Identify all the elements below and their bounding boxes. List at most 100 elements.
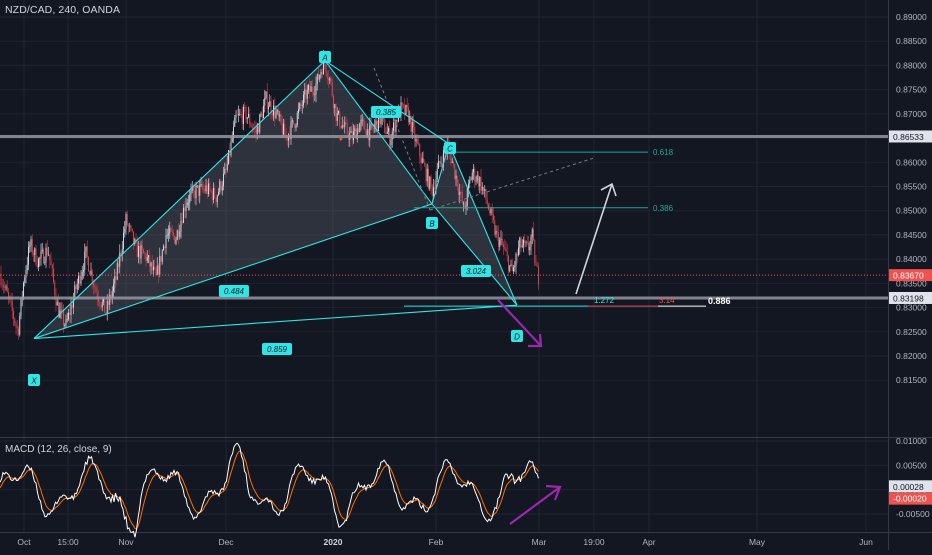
candle-body — [508, 255, 509, 272]
candle-body — [89, 271, 91, 275]
candle-body — [458, 187, 459, 195]
candle-body — [63, 310, 64, 326]
candle-body — [326, 73, 328, 79]
x-tick-label: Jun — [859, 537, 873, 547]
candle-body — [23, 282, 24, 297]
candle-body — [196, 185, 198, 187]
candle-body — [410, 116, 412, 132]
y-tick-label: 0.87000 — [896, 109, 927, 119]
candle-body — [280, 114, 282, 124]
candle-body — [81, 271, 83, 277]
candle-body — [211, 191, 213, 200]
candle-body — [110, 294, 112, 299]
price-badge: 0.83198 — [889, 291, 932, 304]
candle-body — [526, 241, 528, 243]
candle-body — [124, 228, 126, 233]
candle-body — [419, 144, 421, 157]
candle-body — [295, 125, 297, 129]
macd-title: MACD (12, 26, close, 9) — [5, 444, 112, 455]
candle-body — [119, 252, 121, 267]
down-arrow-shaft — [497, 299, 542, 347]
candle-body — [161, 250, 163, 262]
candle-body — [210, 189, 212, 192]
candle-body — [243, 106, 244, 124]
candle-body — [304, 89, 306, 95]
candle-body — [176, 230, 178, 240]
candle-body — [323, 56, 324, 75]
candle-body — [53, 268, 54, 282]
ratio-badge-bg — [461, 265, 491, 277]
candle-body — [6, 286, 8, 293]
candle-body — [151, 262, 153, 271]
candle-body — [521, 245, 523, 248]
candle-body — [486, 199, 488, 205]
candle-body — [424, 162, 426, 166]
candle-body — [506, 251, 508, 256]
candle-body — [330, 78, 332, 83]
candle-body — [388, 128, 389, 132]
candle-body — [405, 104, 407, 115]
candle-body — [206, 185, 208, 194]
y-tick-label: 0.83500 — [896, 278, 927, 288]
candle-body — [463, 202, 464, 204]
candle-body — [279, 114, 281, 117]
candle-body — [74, 285, 76, 298]
candle-body — [358, 128, 359, 133]
candle-body — [84, 251, 86, 270]
candle-body — [440, 162, 442, 164]
candle-body — [79, 275, 81, 284]
candle-body — [483, 186, 484, 192]
candle-body — [421, 158, 423, 163]
candle-body — [61, 309, 63, 311]
macd-lines — [0, 442, 539, 538]
candle-body — [390, 139, 392, 146]
candle-body — [335, 104, 337, 121]
candle-body — [459, 191, 461, 195]
macd-y-tick-label: 0.00500 — [896, 460, 927, 470]
candle-body — [313, 91, 314, 96]
macd-y-tick-label: 0.01000 — [896, 436, 927, 446]
candle-body — [431, 185, 433, 197]
candle-body — [48, 254, 49, 256]
x-tick-label: Dec — [218, 537, 234, 547]
candle-body — [223, 173, 224, 187]
candle-body — [46, 247, 48, 255]
candle-body — [331, 82, 333, 96]
candle-body — [50, 260, 52, 266]
candle-body — [520, 237, 522, 248]
down-arrow-head — [528, 333, 543, 348]
candle-body — [453, 161, 454, 165]
target-1272-label: 1.272 — [594, 296, 615, 305]
candle-body — [140, 245, 142, 259]
candle-body — [51, 265, 53, 269]
candle-body — [496, 230, 498, 233]
up-arrow-shaft — [575, 183, 613, 295]
price-badge-bg — [889, 269, 932, 282]
candle-body — [334, 104, 336, 109]
xb-line — [33, 203, 433, 340]
candle-body — [426, 168, 428, 182]
candle-body — [214, 188, 216, 198]
candle-body — [286, 137, 288, 141]
candle-body — [91, 270, 93, 284]
candle-body — [420, 156, 422, 163]
candle-body — [86, 246, 88, 258]
macd-line — [0, 442, 539, 538]
candle-body — [179, 231, 181, 237]
candle-body — [451, 161, 453, 163]
candle-body — [14, 318, 16, 324]
candle-body — [20, 298, 22, 317]
candle-body — [283, 123, 284, 135]
candle-body — [415, 139, 417, 142]
candle-body — [218, 191, 219, 196]
candle-body — [336, 113, 338, 121]
candle-body — [479, 177, 481, 187]
xab-triangle — [34, 60, 432, 339]
candle-body — [95, 287, 97, 293]
candle-body — [24, 277, 26, 283]
candle-body — [16, 326, 18, 329]
candle-body — [531, 229, 533, 237]
candle-body — [60, 309, 62, 311]
